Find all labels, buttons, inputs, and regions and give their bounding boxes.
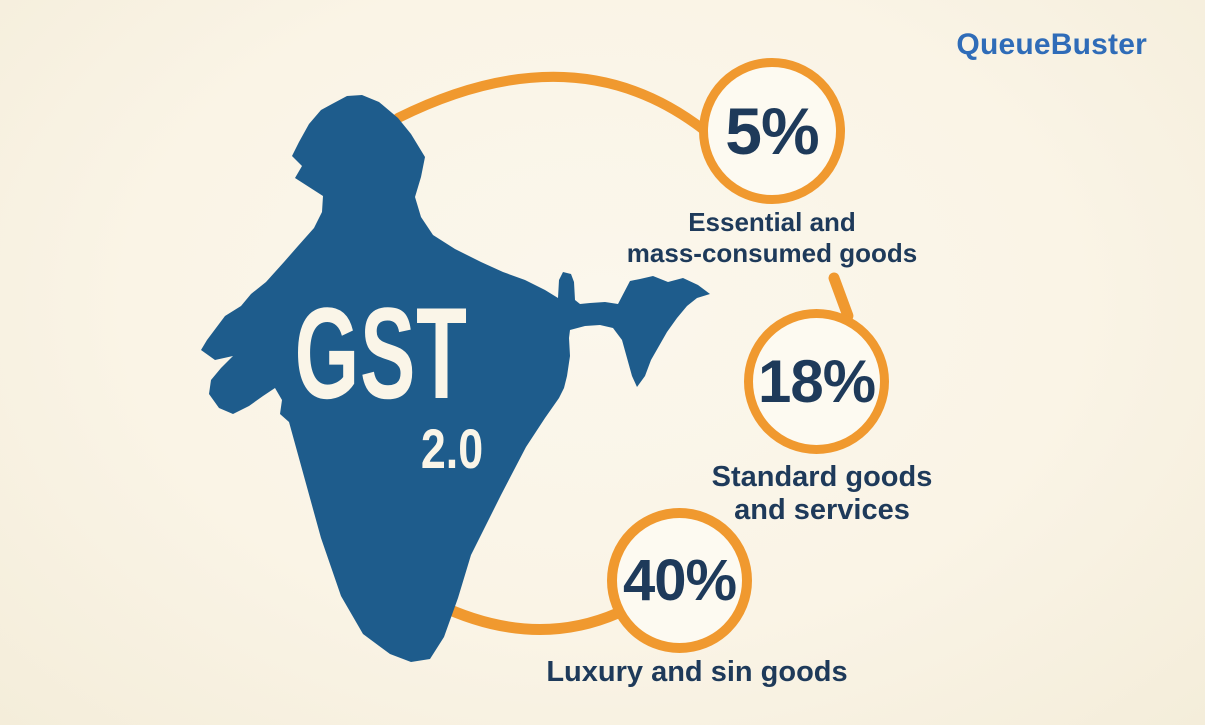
- rate-label-standard: Standard goods and services: [672, 461, 972, 527]
- brand-logo: QueueBuster: [956, 28, 1147, 61]
- connector-stub-standard: [828, 272, 854, 322]
- rate-circle-essential: 5%: [699, 58, 845, 204]
- connector-arc-essential: [393, 71, 709, 135]
- connector-lines: [393, 71, 854, 635]
- rate-value-standard: 18%: [757, 348, 876, 415]
- map-subtitle: 2.0: [420, 417, 484, 480]
- rate-value-luxury: 40%: [622, 548, 737, 613]
- connector-arc-luxury: [431, 598, 624, 635]
- rate-label-line: and services: [734, 494, 910, 526]
- rate-circle-standard: 18%: [744, 309, 889, 454]
- rate-circle-luxury: 40%: [607, 508, 752, 653]
- map-title: GST: [294, 280, 468, 426]
- rate-label-luxury: Luxury and sin goods: [517, 656, 877, 689]
- rate-label-line: Standard goods: [711, 461, 933, 493]
- rate-value-essential: 5%: [725, 94, 819, 168]
- rate-label-line: mass-consumed goods: [626, 238, 918, 268]
- india-map-shape: [201, 95, 710, 662]
- rate-label-essential: Essential and mass-consumed goods: [592, 207, 952, 269]
- rate-label-line: Essential and: [688, 207, 856, 237]
- rate-label-line: Luxury and sin goods: [546, 656, 848, 688]
